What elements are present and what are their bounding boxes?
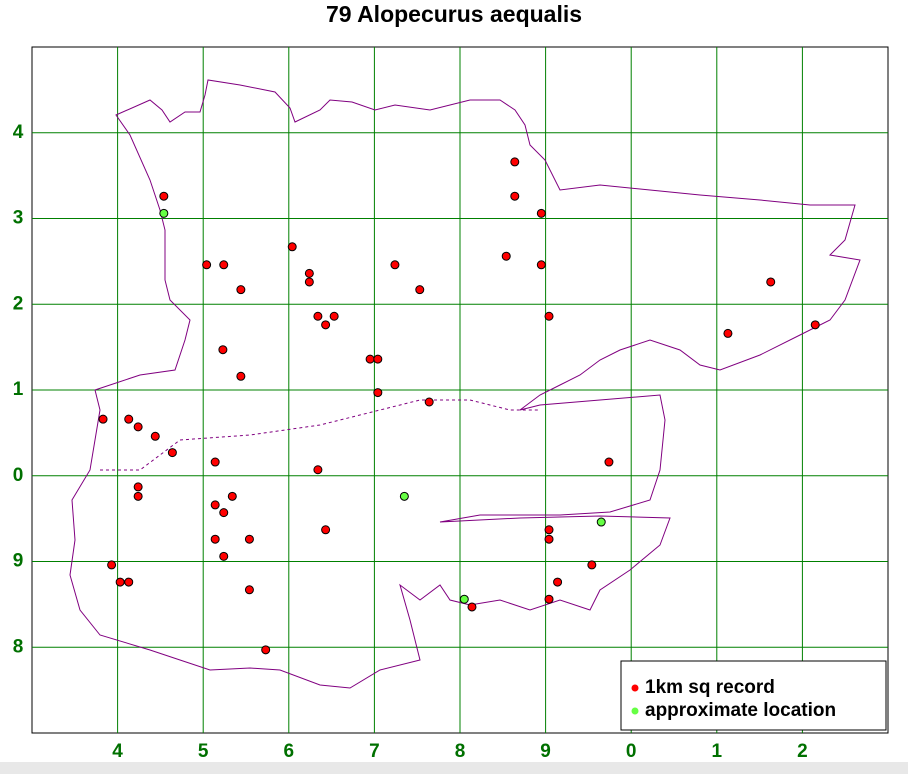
record-point	[321, 525, 331, 535]
x-tick-label: 8	[455, 741, 466, 762]
legend-marker	[631, 684, 639, 692]
record-point	[415, 285, 425, 295]
record-point	[159, 208, 169, 218]
y-tick-label: 8	[13, 636, 24, 657]
y-tick-label: 1	[13, 379, 24, 400]
legend-label: 1km sq record	[645, 677, 775, 698]
record-point	[236, 371, 246, 381]
record-point	[261, 645, 271, 655]
x-tick-label: 5	[198, 741, 209, 762]
record-point	[304, 268, 314, 278]
record-point	[210, 500, 220, 510]
x-tick-label: 1	[712, 741, 723, 762]
record-point	[236, 285, 246, 295]
record-point	[501, 251, 511, 261]
record-point	[467, 602, 477, 612]
record-point	[329, 311, 339, 321]
record-point	[115, 577, 125, 587]
record-point	[210, 457, 220, 467]
record-point	[544, 594, 554, 604]
points	[98, 157, 820, 655]
record-point	[287, 242, 297, 252]
record-point	[536, 260, 546, 270]
record-point	[219, 508, 229, 518]
record-point	[373, 388, 383, 398]
y-tick-label: 0	[13, 465, 24, 486]
record-point	[244, 534, 254, 544]
y-tick-label: 2	[13, 293, 24, 314]
legend-label: approximate location	[645, 700, 836, 721]
y-tick-label: 3	[13, 208, 24, 229]
y-tick-label: 4	[13, 122, 24, 143]
x-tick-label: 6	[284, 741, 295, 762]
record-point	[373, 354, 383, 364]
record-point	[544, 534, 554, 544]
record-point	[390, 260, 400, 270]
scrollbar	[0, 762, 908, 774]
x-tick-label: 0	[626, 741, 637, 762]
record-point	[587, 560, 597, 570]
record-point	[766, 277, 776, 287]
record-point	[313, 311, 323, 321]
record-point	[133, 482, 143, 492]
record-point	[399, 491, 409, 501]
record-point	[219, 260, 229, 270]
record-point	[124, 414, 134, 424]
record-point	[227, 491, 237, 501]
record-point	[510, 191, 520, 201]
record-point	[424, 397, 434, 407]
legend-box	[620, 660, 887, 731]
record-point	[98, 414, 108, 424]
record-point	[150, 431, 160, 441]
record-point	[133, 491, 143, 501]
record-point	[133, 422, 143, 432]
county-outline	[69, 79, 861, 689]
record-point	[159, 191, 169, 201]
record-point	[510, 157, 520, 167]
map-title: 79 Alopecurus aequalis	[326, 1, 582, 27]
record-point	[124, 577, 134, 587]
record-point	[107, 560, 117, 570]
record-point	[459, 594, 469, 604]
vice-county-boundary	[100, 399, 540, 471]
x-tick-label: 4	[112, 741, 123, 762]
record-point	[244, 585, 254, 595]
record-point	[365, 354, 375, 364]
record-point	[304, 277, 314, 287]
record-point	[596, 517, 606, 527]
record-point	[810, 320, 820, 330]
record-point	[553, 577, 563, 587]
record-point	[313, 465, 323, 475]
record-point	[604, 457, 614, 467]
y-tick-label: 9	[13, 551, 24, 572]
record-point	[219, 551, 229, 561]
record-point	[723, 328, 733, 338]
record-point	[321, 320, 331, 330]
record-point	[218, 345, 228, 355]
legend-marker	[631, 707, 639, 715]
x-tick-label: 9	[540, 741, 551, 762]
record-point	[544, 525, 554, 535]
record-point	[202, 260, 212, 270]
record-point	[536, 208, 546, 218]
record-point	[544, 311, 554, 321]
record-point	[210, 534, 220, 544]
grid	[32, 47, 888, 733]
record-point	[167, 448, 177, 458]
x-tick-label: 2	[797, 741, 808, 762]
x-tick-label: 7	[369, 741, 380, 762]
